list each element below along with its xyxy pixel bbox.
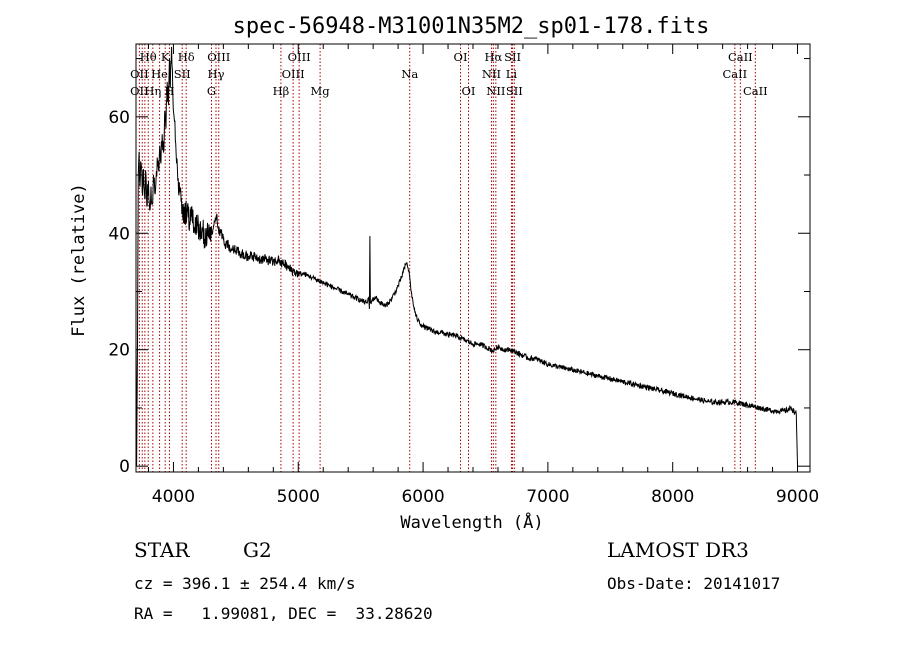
line-label-23: Li	[506, 67, 518, 81]
coordinates: RA = 1.99081, DEC = 33.28620	[134, 604, 433, 623]
line-label-0: Hθ	[140, 50, 157, 64]
y-tick-label-0: 0	[119, 457, 130, 477]
line-label-8: OII	[130, 84, 149, 98]
line-label-22: SII	[504, 50, 521, 64]
spectrum-line	[135, 46, 799, 467]
line-markers	[138, 44, 756, 472]
line-label-5: Hδ	[178, 50, 195, 64]
line-label-24: SII	[506, 84, 523, 98]
y-tick-label-2: 40	[108, 224, 130, 244]
y-tick-label-3: 60	[108, 108, 130, 128]
object-type: STAR	[134, 538, 190, 562]
line-labels: Hθ Hη He K H Hδ SII OII OII OIII Hγ G Hβ OIII OIII Mg Na…	[130, 50, 768, 98]
line-label-19: Hα	[484, 50, 502, 64]
line-label-2: He	[151, 67, 168, 81]
line-label-16: Na	[401, 67, 418, 81]
line-label-1: Hη	[144, 84, 161, 98]
x-tick-label-0: 4000	[152, 487, 195, 507]
obs-date: Obs-Date: 20141017	[607, 574, 781, 593]
x-tick-label-5: 9000	[776, 487, 819, 507]
survey-label: LAMOST DR3	[607, 538, 749, 562]
chart-title: spec-56948-M31001N35M2_sp01-178.fits	[233, 14, 710, 39]
line-label-4: H	[164, 84, 174, 98]
x-tick-label-3: 7000	[526, 487, 569, 507]
line-label-26: CaII	[722, 67, 747, 81]
line-label-17: OI	[454, 50, 468, 64]
line-label-15: Mg	[311, 84, 331, 98]
x-tick-label-4: 8000	[651, 487, 694, 507]
x-tick-label-2: 6000	[401, 487, 444, 507]
line-label-21: NII	[486, 84, 505, 98]
redshift-cz: cz = 396.1 ± 254.4 km/s	[134, 574, 356, 593]
line-label-13: OIII	[288, 50, 311, 64]
x-axis-label: Wavelength (Å)	[400, 511, 543, 533]
line-label-27: CaII	[743, 84, 768, 98]
line-label-25: CaII	[728, 50, 753, 64]
y-tick-label-1: 20	[108, 341, 130, 361]
line-label-20: NII	[482, 67, 501, 81]
line-label-12: Hβ	[273, 84, 290, 98]
line-label-7: OII	[130, 67, 149, 81]
line-label-10: Hγ	[208, 67, 225, 81]
axis-ticks: 4000 5000 6000 7000 8000 9000 0 20 40 60	[108, 44, 819, 507]
plot-frame	[135, 43, 811, 473]
line-label-18: OI	[462, 84, 476, 98]
line-label-14: OIII	[282, 67, 305, 81]
y-axis-label: Flux (relative)	[69, 183, 89, 337]
line-label-9: OIII	[207, 50, 230, 64]
line-label-11: G	[207, 84, 216, 98]
line-label-6: SII	[174, 67, 191, 81]
x-tick-label-1: 5000	[277, 487, 320, 507]
line-label-3: K	[161, 50, 170, 64]
subclass: G2	[243, 538, 272, 562]
